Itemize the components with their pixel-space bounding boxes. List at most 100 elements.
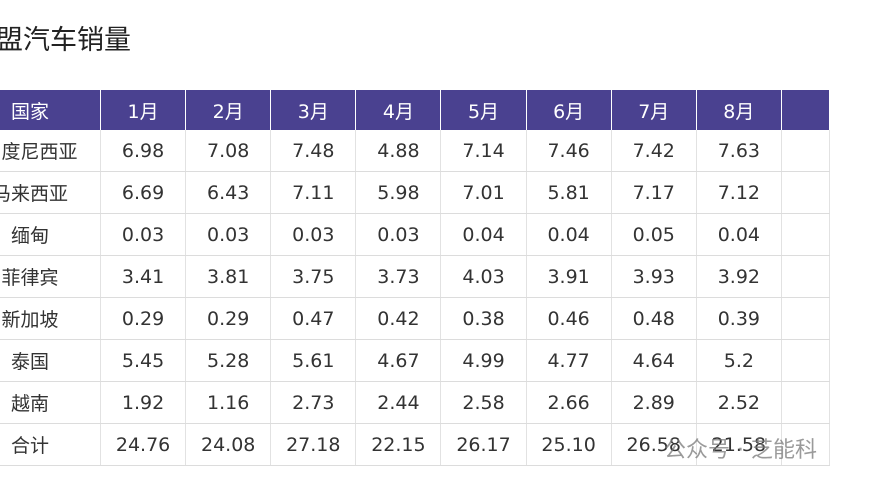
country-cell: 马来西亚 [0, 171, 102, 214]
value-cell: 7.63 [696, 130, 782, 172]
value-cell: 7.14 [440, 130, 527, 172]
value-cell: 3.81 [185, 255, 272, 298]
value-cell: 0.03 [355, 213, 442, 256]
value-cell: 0.04 [696, 213, 782, 256]
value-cell: 0.05 [611, 213, 697, 256]
header-cell [781, 90, 831, 130]
header-cell: 1月 [100, 90, 187, 130]
table-row: 新加坡 0.29 0.29 0.47 0.42 0.38 0.46 0.48 0.39 [0, 297, 831, 340]
value-cell [781, 213, 831, 256]
value-cell [781, 339, 831, 382]
value-cell: 3.93 [611, 255, 697, 298]
value-cell: 2.44 [355, 381, 442, 424]
value-cell: 3.92 [696, 255, 782, 298]
value-cell: 4.99 [440, 339, 527, 382]
country-cell: 越南 [0, 381, 102, 424]
value-cell: 5.28 [185, 339, 272, 382]
value-cell: 5.2 [696, 339, 782, 382]
header-cell: 6月 [526, 90, 612, 130]
value-cell [781, 255, 831, 298]
table-row: 越南 1.92 1.16 2.73 2.44 2.58 2.66 2.89 2.52 [0, 381, 831, 424]
value-cell: 24.76 [100, 423, 187, 466]
value-cell: 26.58 [611, 423, 697, 466]
table-row: 菲律宾 3.41 3.81 3.75 3.73 4.03 3.91 3.93 3.92 [0, 255, 831, 298]
value-cell: 0.04 [440, 213, 527, 256]
value-cell: 0.48 [611, 297, 697, 340]
value-cell: 7.12 [696, 171, 782, 214]
value-cell: 0.38 [440, 297, 527, 340]
value-cell [781, 423, 831, 466]
value-cell: 22.15 [355, 423, 442, 466]
value-cell: 7.42 [611, 130, 697, 172]
value-cell: 27.18 [270, 423, 357, 466]
value-cell: 26.17 [440, 423, 527, 466]
value-cell: 0.39 [696, 297, 782, 340]
value-cell: 0.42 [355, 297, 442, 340]
value-cell: 0.46 [526, 297, 612, 340]
value-cell [781, 381, 831, 424]
country-cell: 合计 [0, 423, 102, 466]
value-cell: 3.91 [526, 255, 612, 298]
value-cell: 2.73 [270, 381, 357, 424]
value-cell: 3.41 [100, 255, 187, 298]
value-cell: 1.16 [185, 381, 272, 424]
table-row: 印度尼西亚6.987.087.484.887.147.467.427.63 [0, 130, 831, 172]
header-cell: 3月 [270, 90, 357, 130]
country-cell: 泰国 [0, 339, 102, 382]
value-cell: 5.61 [270, 339, 357, 382]
value-cell [781, 130, 831, 172]
value-cell: 7.46 [526, 130, 612, 172]
value-cell: 2.58 [440, 381, 527, 424]
value-cell: 2.52 [696, 381, 782, 424]
value-cell: 3.73 [355, 255, 442, 298]
table-row: 缅甸 0.03 0.03 0.03 0.03 0.04 0.04 0.05 0.04 [0, 213, 831, 256]
header-cell: 4月 [355, 90, 442, 130]
value-cell: 3.75 [270, 255, 357, 298]
header-cell: 国家 [0, 90, 102, 130]
header-cell: 7月 [611, 90, 697, 130]
value-cell: 4.03 [440, 255, 527, 298]
value-cell: 6.98 [100, 130, 187, 172]
value-cell [781, 297, 831, 340]
watermark: 公众号 · 芝能科 [664, 438, 817, 463]
value-cell: 2.89 [611, 381, 697, 424]
value-cell: 7.01 [440, 171, 527, 214]
value-cell: 0.03 [270, 213, 357, 256]
header-cell: 5月 [440, 90, 527, 130]
value-cell: 7.48 [270, 130, 357, 172]
country-cell: 菲律宾 [0, 255, 102, 298]
value-cell: 4.77 [526, 339, 612, 382]
header-cell: 2月 [185, 90, 272, 130]
value-cell: 0.03 [185, 213, 272, 256]
country-cell: 缅甸 [0, 213, 102, 256]
value-cell: 1.92 [100, 381, 187, 424]
value-cell: 24.08 [185, 423, 272, 466]
value-cell: 25.10 [526, 423, 612, 466]
country-cell: 新加坡 [0, 297, 102, 340]
value-cell: 4.88 [355, 130, 442, 172]
country-cell: 印度尼西亚 [0, 130, 102, 172]
value-cell: 5.81 [526, 171, 612, 214]
value-cell [781, 171, 831, 214]
value-cell: 0.29 [185, 297, 272, 340]
value-cell: 7.11 [270, 171, 357, 214]
table-row: 合计 24.76 24.08 27.18 22.15 26.17 25.10 26.58 21.… [0, 423, 831, 466]
header-cell: 8月 [696, 90, 782, 130]
value-cell: 21.58 [696, 423, 782, 466]
value-cell: 6.69 [100, 171, 187, 214]
value-cell: 0.47 [270, 297, 357, 340]
value-cell: 5.98 [355, 171, 442, 214]
value-cell: 5.45 [100, 339, 187, 382]
value-cell: 4.64 [611, 339, 697, 382]
value-cell: 0.04 [526, 213, 612, 256]
value-cell: 7.08 [185, 130, 272, 172]
table-row: 马来西亚6.696.437.115.987.015.817.177.12 [0, 171, 831, 214]
table-row: 泰国 5.45 5.28 5.61 4.67 4.99 4.77 4.64 5.2 [0, 339, 831, 382]
value-cell: 7.17 [611, 171, 697, 214]
value-cell: 6.43 [185, 171, 272, 214]
value-cell: 2.66 [526, 381, 612, 424]
value-cell: 4.67 [355, 339, 442, 382]
value-cell: 0.03 [100, 213, 187, 256]
